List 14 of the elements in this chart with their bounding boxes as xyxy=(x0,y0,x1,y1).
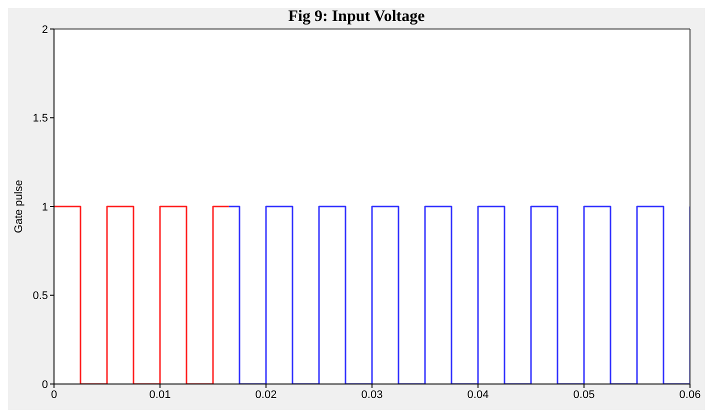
y-tick-label: 2 xyxy=(42,24,48,36)
x-tick-label: 0 xyxy=(50,388,58,401)
x-tick-label: 0.05 xyxy=(573,388,595,401)
chart-title: Fig 9: Input Voltage xyxy=(288,8,425,25)
y-axis-title: Gate pulse xyxy=(12,180,25,234)
x-tick-label: 0.03 xyxy=(361,388,383,401)
y-tick-label: 0 xyxy=(42,378,48,391)
x-tick-label: 0.04 xyxy=(467,388,489,401)
y-tick-label: 1.5 xyxy=(32,112,48,125)
x-tick-label: 0.02 xyxy=(255,388,277,401)
y-tick-label: 1 xyxy=(42,201,48,214)
y-tick-label: 0.5 xyxy=(32,290,48,302)
x-tick-label: 0.01 xyxy=(149,388,171,401)
x-tick-label: 0.06 xyxy=(679,388,701,401)
